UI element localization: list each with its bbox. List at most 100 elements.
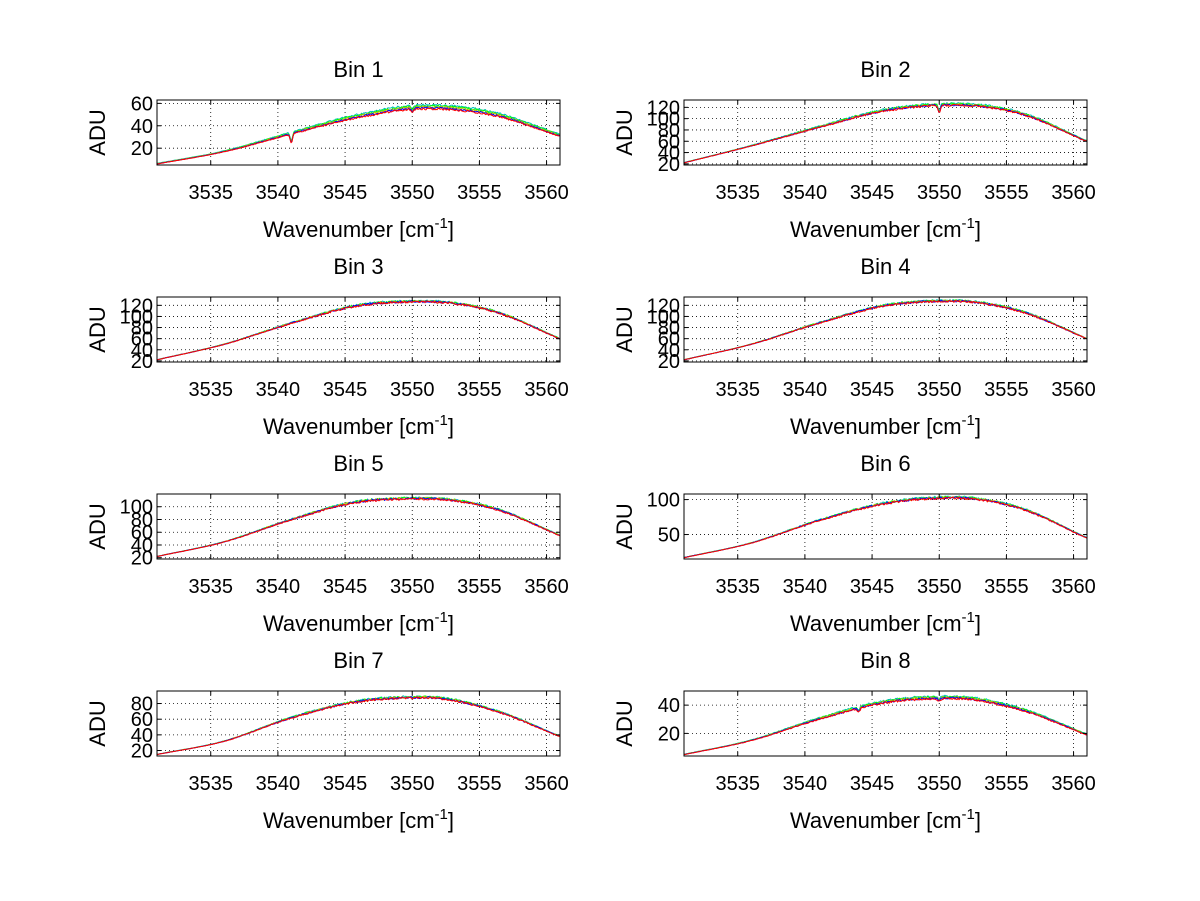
x-tick-label: 3555: [457, 773, 502, 795]
x-tick-label: 3540: [783, 576, 828, 598]
y-tick-label: 40: [131, 116, 153, 138]
x-tick-label: 3555: [984, 182, 1029, 204]
x-tick-label: 3560: [524, 773, 569, 795]
x-tick-label: 3555: [984, 576, 1029, 598]
y-tick-label: 40: [131, 725, 153, 747]
x-tick-label: 3540: [256, 182, 301, 204]
chart-panel-8: 3535 3540 3545 3550 3555 3560 20 40 Bin 8 Wavenum…: [612, 648, 1096, 833]
y-tick-label: 20: [658, 351, 680, 373]
x-tick-label: 3550: [390, 379, 435, 401]
y-tick-label: 20: [131, 138, 153, 160]
x-tick-label: 3550: [917, 773, 962, 795]
x-tick-label: 3535: [188, 379, 233, 401]
x-tick-label: 3550: [390, 182, 435, 204]
x-tick-label: 3545: [850, 773, 895, 795]
y-axis-label: ADU: [612, 503, 637, 549]
x-tick-label: 3550: [917, 379, 962, 401]
y-tick-label: 100: [647, 109, 680, 131]
axes-frame: [156, 296, 561, 363]
y-tick-label: 60: [131, 93, 153, 115]
chart-title: Bin 2: [860, 57, 910, 82]
x-tick-label: 3555: [457, 576, 502, 598]
y-tick-label: 60: [658, 329, 680, 351]
y-tick-label: 20: [131, 548, 153, 570]
y-tick-label: 80: [131, 694, 153, 716]
y-tick-label: 60: [131, 329, 153, 351]
x-tick-label: 3560: [1051, 773, 1096, 795]
x-tick-label: 3545: [323, 576, 368, 598]
chart-title: Bin 4: [860, 254, 910, 279]
series-line-5: [156, 107, 561, 165]
chart-title: Bin 3: [333, 254, 383, 279]
x-tick-label: 3535: [715, 182, 760, 204]
y-tick-label: 40: [131, 535, 153, 557]
axes-frame: [683, 99, 1088, 166]
x-tick-label: 3560: [524, 576, 569, 598]
x-tick-label: 3545: [850, 182, 895, 204]
y-axis-label: ADU: [612, 700, 637, 746]
x-tick-label: 3555: [457, 182, 502, 204]
x-tick-label: 3560: [1051, 576, 1096, 598]
y-axis-label: ADU: [85, 306, 110, 352]
axes-frame: [683, 296, 1088, 363]
chart-title: Bin 1: [333, 57, 383, 82]
y-axis-label: ADU: [612, 306, 637, 352]
chart-title: Bin 7: [333, 648, 383, 673]
x-tick-label: 3550: [390, 576, 435, 598]
y-tick-label: 20: [658, 154, 680, 176]
y-tick-label: 40: [658, 695, 680, 717]
x-tick-label: 3550: [917, 576, 962, 598]
y-axis-label: ADU: [85, 503, 110, 549]
x-tick-label: 3545: [323, 379, 368, 401]
axes-frame: [156, 690, 561, 757]
x-tick-label: 3545: [850, 576, 895, 598]
y-tick-label: 50: [658, 525, 680, 547]
y-tick-label: 100: [120, 306, 153, 328]
chart-title: Bin 8: [860, 648, 910, 673]
x-tick-label: 3540: [256, 773, 301, 795]
x-tick-label: 3560: [1051, 379, 1096, 401]
x-axis-label: Wavenumber [cm-1]: [790, 412, 981, 439]
series-line-5: [683, 697, 1088, 756]
y-tick-label: 40: [131, 340, 153, 362]
series-line-5: [156, 300, 561, 361]
x-axis-label: Wavenumber [cm-1]: [263, 609, 454, 636]
chart-panel-6: 3535 3540 3545 3550 3555 3560 50 100 Bin 6 Wavenu…: [612, 451, 1096, 636]
x-tick-label: 3535: [188, 773, 233, 795]
x-axis-label: Wavenumber [cm-1]: [263, 412, 454, 439]
x-tick-label: 3540: [783, 773, 828, 795]
y-tick-label: 20: [658, 723, 680, 745]
x-tick-label: 3555: [984, 379, 1029, 401]
series-line-5: [156, 497, 561, 557]
y-tick-label: 80: [658, 318, 680, 340]
x-axis-label: Wavenumber [cm-1]: [790, 609, 981, 636]
x-tick-label: 3535: [715, 379, 760, 401]
y-tick-label: 40: [658, 340, 680, 362]
x-tick-label: 3550: [917, 182, 962, 204]
y-axis-label: ADU: [612, 109, 637, 155]
x-axis-label: Wavenumber [cm-1]: [263, 806, 454, 833]
series-line-5: [683, 104, 1088, 164]
x-tick-label: 3540: [783, 182, 828, 204]
x-tick-label: 3540: [256, 379, 301, 401]
axes-frame: [683, 690, 1088, 757]
x-tick-label: 3535: [715, 773, 760, 795]
x-tick-label: 3545: [850, 379, 895, 401]
y-tick-label: 80: [131, 509, 153, 531]
series-line-5: [156, 696, 561, 756]
series-line-5: [683, 496, 1088, 559]
x-tick-label: 3535: [188, 182, 233, 204]
x-tick-label: 3540: [256, 576, 301, 598]
y-tick-label: 20: [131, 351, 153, 373]
x-axis-label: Wavenumber [cm-1]: [790, 215, 981, 242]
axes-frame: [683, 493, 1088, 560]
y-axis-label: ADU: [85, 109, 110, 155]
x-tick-label: 3540: [783, 379, 828, 401]
